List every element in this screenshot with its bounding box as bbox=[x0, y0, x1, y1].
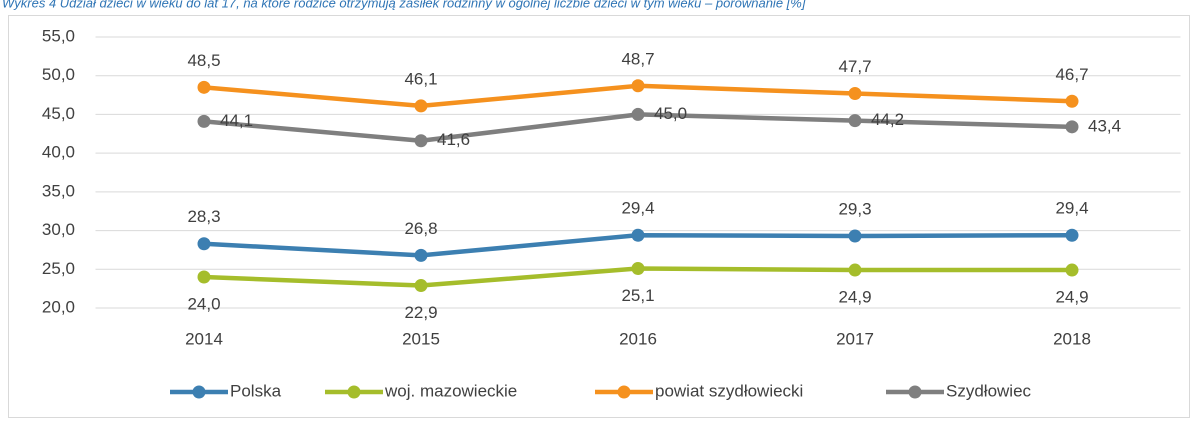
data-label: 29,4 bbox=[621, 199, 654, 218]
data-label: 41,6 bbox=[437, 130, 470, 149]
y-tick-label: 50,0 bbox=[42, 65, 75, 84]
data-label: 26,8 bbox=[404, 219, 437, 238]
y-tick-label: 40,0 bbox=[42, 143, 75, 162]
y-tick-label: 55,0 bbox=[42, 26, 75, 45]
data-label: 43,4 bbox=[1088, 116, 1121, 135]
data-point bbox=[197, 114, 211, 128]
data-label: 25,1 bbox=[621, 286, 654, 305]
legend-label: powiat szydłowiecki bbox=[655, 381, 803, 400]
data-label: 29,4 bbox=[1055, 199, 1088, 218]
x-tick-label: 2014 bbox=[185, 329, 223, 348]
x-tick-label: 2018 bbox=[1053, 329, 1091, 348]
data-point bbox=[848, 229, 862, 243]
legend-label: Polska bbox=[230, 381, 282, 400]
data-point bbox=[197, 270, 211, 284]
y-tick-label: 30,0 bbox=[42, 220, 75, 239]
data-label: 22,9 bbox=[404, 303, 437, 322]
data-label: 48,7 bbox=[621, 49, 654, 68]
data-point bbox=[848, 114, 862, 128]
data-label: 45,0 bbox=[654, 104, 687, 123]
data-label: 44,1 bbox=[220, 111, 253, 130]
data-label: 24,0 bbox=[187, 295, 220, 314]
legend-marker bbox=[192, 385, 206, 399]
data-point bbox=[414, 134, 428, 148]
data-label: 48,5 bbox=[187, 51, 220, 70]
legend-marker bbox=[617, 385, 631, 399]
data-point bbox=[1065, 228, 1079, 242]
data-point bbox=[414, 99, 428, 113]
data-point bbox=[631, 79, 645, 93]
legend-marker bbox=[347, 385, 361, 399]
chart-border bbox=[8, 15, 1190, 418]
x-tick-label: 2015 bbox=[402, 329, 440, 348]
data-label: 24,9 bbox=[1055, 288, 1088, 307]
data-point bbox=[1065, 120, 1079, 134]
data-point bbox=[848, 87, 862, 101]
data-label: 46,1 bbox=[404, 69, 437, 88]
data-point bbox=[631, 262, 645, 276]
y-tick-label: 45,0 bbox=[42, 104, 75, 123]
data-label: 46,7 bbox=[1055, 65, 1088, 84]
data-point bbox=[631, 107, 645, 121]
data-point bbox=[414, 279, 428, 293]
data-label: 47,7 bbox=[838, 57, 871, 76]
y-tick-label: 35,0 bbox=[42, 181, 75, 200]
data-point bbox=[631, 228, 645, 242]
data-point bbox=[197, 237, 211, 251]
y-tick-label: 25,0 bbox=[42, 259, 75, 278]
data-point bbox=[414, 248, 428, 262]
legend-marker bbox=[908, 385, 922, 399]
data-label: 28,3 bbox=[187, 207, 220, 226]
data-label: 29,3 bbox=[838, 199, 871, 218]
data-point bbox=[1065, 94, 1079, 108]
data-point bbox=[197, 80, 211, 94]
chart-title: Wykres 4 Udział dzieci w wieku do lat 17… bbox=[2, 0, 806, 10]
data-label: 24,9 bbox=[838, 288, 871, 307]
data-label: 44,2 bbox=[871, 110, 904, 129]
x-tick-label: 2017 bbox=[836, 329, 874, 348]
y-tick-label: 20,0 bbox=[42, 297, 75, 316]
x-tick-label: 2016 bbox=[619, 329, 657, 348]
data-point bbox=[848, 263, 862, 277]
legend-label: woj. mazowieckie bbox=[384, 381, 517, 400]
data-point bbox=[1065, 263, 1079, 277]
legend-label: Szydłowiec bbox=[946, 381, 1032, 400]
